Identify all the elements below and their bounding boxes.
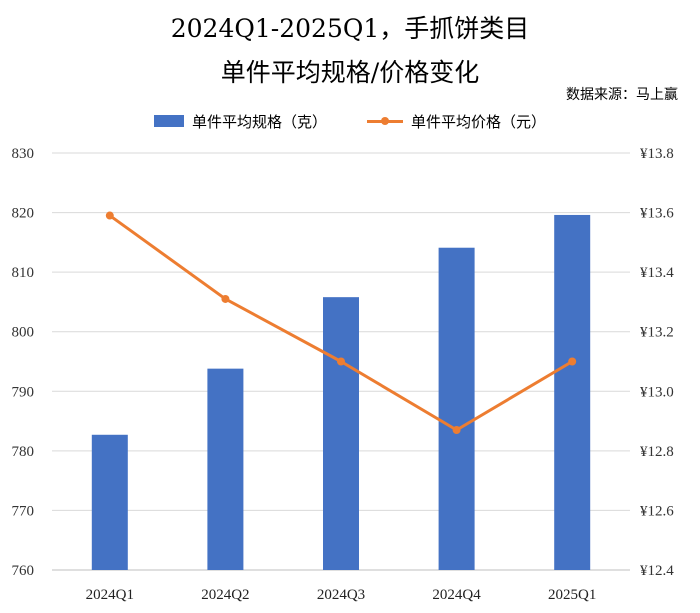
y-right-tick-label: ¥12.6: [640, 503, 674, 519]
y-right-tick-label: ¥12.8: [640, 444, 674, 460]
legend-item-bar: 单件平均规格（克）: [153, 111, 327, 132]
y-left-tick-label: 770: [12, 503, 35, 519]
bar: [554, 214, 591, 570]
x-tick-label: 2025Q1: [548, 587, 596, 603]
y-right-tick-label: ¥13.8: [640, 146, 674, 162]
chart-title-line2: 单件平均规格/价格变化: [220, 58, 480, 87]
y-left-tick-label: 800: [12, 325, 35, 341]
y-right-tick-label: ¥13.2: [640, 325, 674, 341]
legend-swatch-line: [367, 115, 403, 127]
y-right-tick-label: ¥12.4: [640, 563, 674, 579]
y-right-tick-label: ¥13.0: [640, 384, 674, 400]
line-point: [105, 211, 114, 220]
legend-swatch-bar: [153, 115, 184, 127]
line-point: [568, 357, 577, 366]
bar: [91, 434, 128, 570]
line-point: [337, 357, 345, 366]
chart-title-line1: 2024Q1-2025Q1，手抓饼类目: [170, 14, 530, 43]
y-right-tick-label: ¥13.4: [640, 265, 674, 281]
y-left-tick-label: 790: [12, 384, 35, 400]
bar: [207, 368, 244, 570]
y-left-tick-label: 820: [12, 206, 35, 222]
bar: [323, 297, 359, 570]
y-left-tick-label: 810: [12, 265, 35, 281]
x-tick-label: 2024Q3: [317, 587, 365, 603]
legend-label-bar: 单件平均规格（克）: [191, 112, 327, 131]
y-left-tick-label: 760: [12, 563, 35, 579]
y-left-tick-label: 830: [12, 146, 35, 162]
legend-item-line: 单件平均价格（元）: [367, 111, 546, 132]
line-point: [221, 294, 230, 303]
y-left-tick-label: 780: [12, 444, 35, 460]
legend: 单件平均规格（克） 单件平均价格（元）: [0, 108, 700, 134]
bar: [438, 247, 475, 570]
x-tick-label: 2024Q1: [86, 587, 134, 603]
y-right-tick-label: ¥13.6: [640, 206, 674, 222]
data-source: 数据来源：马上赢: [566, 87, 678, 103]
x-tick-label: 2024Q2: [201, 587, 249, 603]
legend-label-line: 单件平均价格（元）: [411, 112, 547, 131]
line-point: [452, 426, 461, 435]
x-tick-label: 2024Q4: [432, 587, 481, 603]
